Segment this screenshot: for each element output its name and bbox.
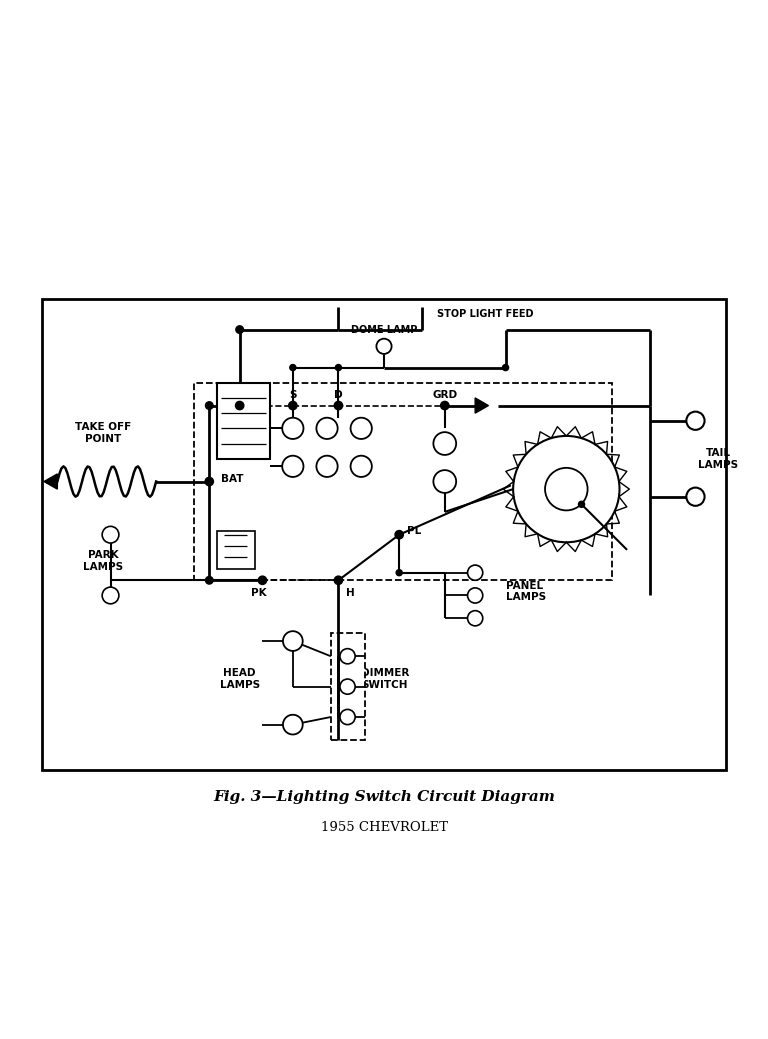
- Text: Fig. 3—Lighting Switch Circuit Diagram: Fig. 3—Lighting Switch Circuit Diagram: [213, 790, 555, 804]
- Text: GRD: GRD: [432, 391, 457, 400]
- Circle shape: [206, 577, 213, 584]
- Text: T: T: [236, 391, 243, 400]
- Circle shape: [289, 401, 297, 409]
- Circle shape: [102, 527, 119, 543]
- Circle shape: [395, 531, 403, 539]
- Text: S: S: [289, 391, 296, 400]
- Circle shape: [468, 611, 483, 625]
- Circle shape: [441, 401, 449, 409]
- Text: PANEL
LAMPS: PANEL LAMPS: [505, 581, 546, 603]
- Text: H: H: [346, 588, 355, 597]
- Circle shape: [350, 418, 372, 438]
- Circle shape: [290, 365, 296, 371]
- Text: DIMMER
SWITCH: DIMMER SWITCH: [361, 668, 409, 690]
- Circle shape: [376, 339, 392, 354]
- Circle shape: [283, 715, 303, 735]
- Circle shape: [258, 576, 266, 585]
- Circle shape: [334, 401, 343, 409]
- Circle shape: [513, 436, 620, 542]
- Circle shape: [687, 487, 704, 506]
- Circle shape: [334, 576, 343, 585]
- Text: D: D: [334, 391, 343, 400]
- Text: DOME LAMP: DOME LAMP: [351, 325, 417, 335]
- Circle shape: [433, 470, 456, 492]
- Circle shape: [316, 456, 338, 477]
- Circle shape: [340, 680, 355, 694]
- Text: TAKE OFF
POINT: TAKE OFF POINT: [74, 422, 131, 444]
- Circle shape: [205, 477, 214, 485]
- Circle shape: [340, 710, 355, 724]
- Circle shape: [206, 402, 213, 409]
- Text: 1955 CHEVROLET: 1955 CHEVROLET: [320, 821, 448, 833]
- Bar: [331, 634, 365, 740]
- Circle shape: [502, 365, 508, 371]
- Circle shape: [578, 501, 584, 507]
- Circle shape: [433, 432, 456, 455]
- Circle shape: [282, 456, 303, 477]
- Circle shape: [350, 456, 372, 477]
- Text: PL: PL: [407, 526, 421, 536]
- Circle shape: [545, 468, 588, 510]
- Circle shape: [340, 648, 355, 664]
- Text: PARK
LAMPS: PARK LAMPS: [83, 551, 123, 572]
- Bar: [217, 531, 255, 569]
- Circle shape: [396, 569, 402, 576]
- Circle shape: [283, 631, 303, 650]
- Circle shape: [236, 326, 243, 334]
- Circle shape: [468, 565, 483, 580]
- Circle shape: [316, 418, 338, 438]
- Circle shape: [468, 588, 483, 603]
- Bar: [194, 382, 612, 580]
- Bar: [42, 299, 726, 770]
- Text: BAT: BAT: [220, 474, 243, 484]
- Circle shape: [102, 587, 119, 604]
- Text: PK: PK: [251, 588, 266, 597]
- Text: HEAD
LAMPS: HEAD LAMPS: [220, 668, 260, 690]
- Circle shape: [236, 401, 244, 409]
- Text: STOP LIGHT FEED: STOP LIGHT FEED: [437, 310, 534, 319]
- Circle shape: [687, 411, 704, 430]
- Circle shape: [282, 418, 303, 438]
- Circle shape: [336, 365, 342, 371]
- Polygon shape: [475, 398, 488, 414]
- Bar: [217, 382, 270, 459]
- Text: TAIL
LAMPS: TAIL LAMPS: [698, 448, 738, 470]
- Polygon shape: [44, 474, 58, 489]
